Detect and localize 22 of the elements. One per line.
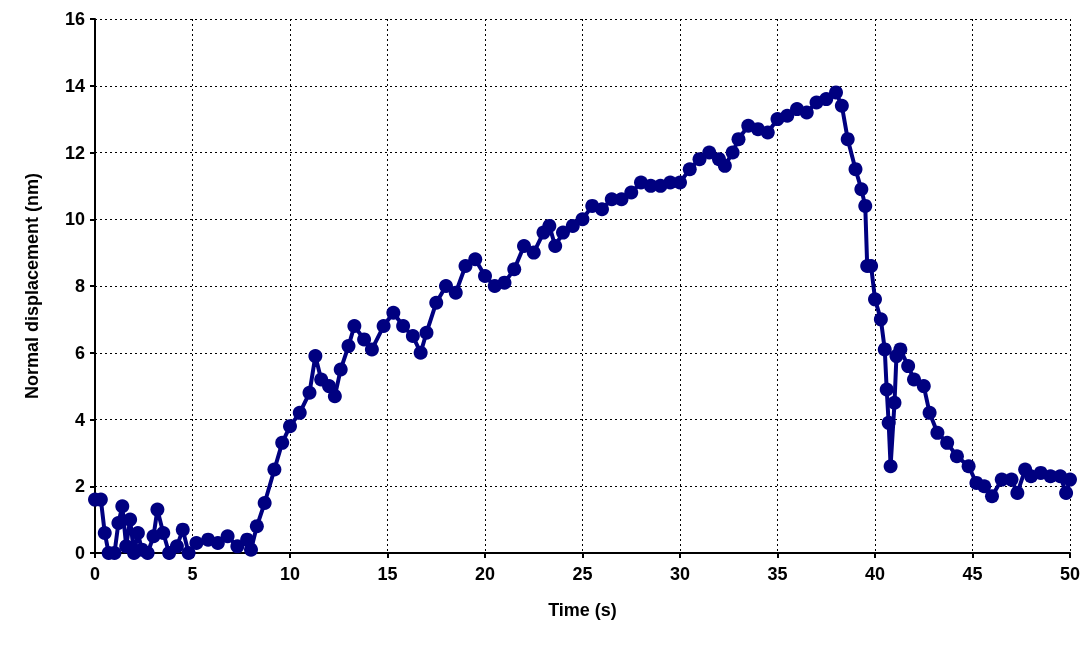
x-tick-label: 0 — [89, 564, 101, 584]
x-tick-label: 15 — [377, 564, 398, 584]
x-axis-title: Time (s) — [548, 600, 617, 620]
y-tick-label: 8 — [74, 276, 85, 296]
x-tick-label: 50 — [1059, 564, 1081, 584]
x-tick-label: 35 — [767, 564, 788, 584]
x-tick-label: 25 — [572, 564, 593, 584]
x-tick-label: 5 — [187, 564, 198, 584]
y-tick-label: 12 — [64, 142, 85, 163]
x-tick-label: 20 — [474, 564, 496, 584]
y-tick-label: 0 — [74, 543, 85, 563]
x-tick-label: 30 — [669, 564, 691, 584]
y-axis-title: Normal displacement (nm) — [22, 172, 42, 400]
y-tick-label: 16 — [64, 9, 85, 29]
y-tick-label: 2 — [74, 476, 85, 497]
x-tick-label: 40 — [864, 564, 886, 584]
y-tick-label: 14 — [64, 75, 85, 96]
y-tick-label: 10 — [64, 209, 85, 230]
y-tick-label: 4 — [74, 409, 85, 430]
y-tick-label: 6 — [74, 342, 85, 363]
x-tick-label: 45 — [962, 564, 983, 584]
x-tick-label: 10 — [279, 564, 301, 584]
